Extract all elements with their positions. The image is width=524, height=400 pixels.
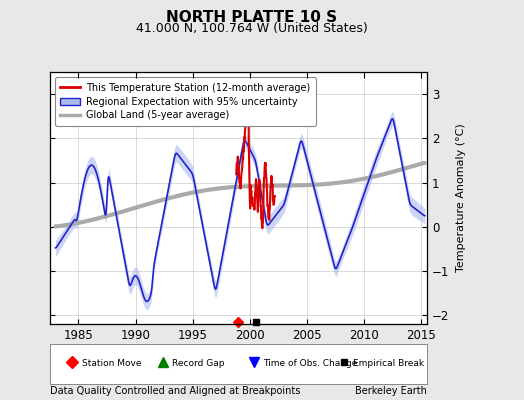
- Text: 41.000 N, 100.764 W (United States): 41.000 N, 100.764 W (United States): [136, 22, 367, 35]
- Text: Berkeley Earth: Berkeley Earth: [355, 386, 427, 396]
- Text: Data Quality Controlled and Aligned at Breakpoints: Data Quality Controlled and Aligned at B…: [50, 386, 300, 396]
- Text: Time of Obs. Change: Time of Obs. Change: [263, 359, 357, 368]
- Legend: This Temperature Station (12-month average), Regional Expectation with 95% uncer: This Temperature Station (12-month avera…: [54, 77, 316, 126]
- Text: Record Gap: Record Gap: [172, 359, 225, 368]
- Text: Empirical Break: Empirical Break: [354, 359, 424, 368]
- Y-axis label: Temperature Anomaly (°C): Temperature Anomaly (°C): [456, 124, 466, 272]
- Text: Station Move: Station Move: [82, 359, 141, 368]
- Text: NORTH PLATTE 10 S: NORTH PLATTE 10 S: [166, 10, 337, 25]
